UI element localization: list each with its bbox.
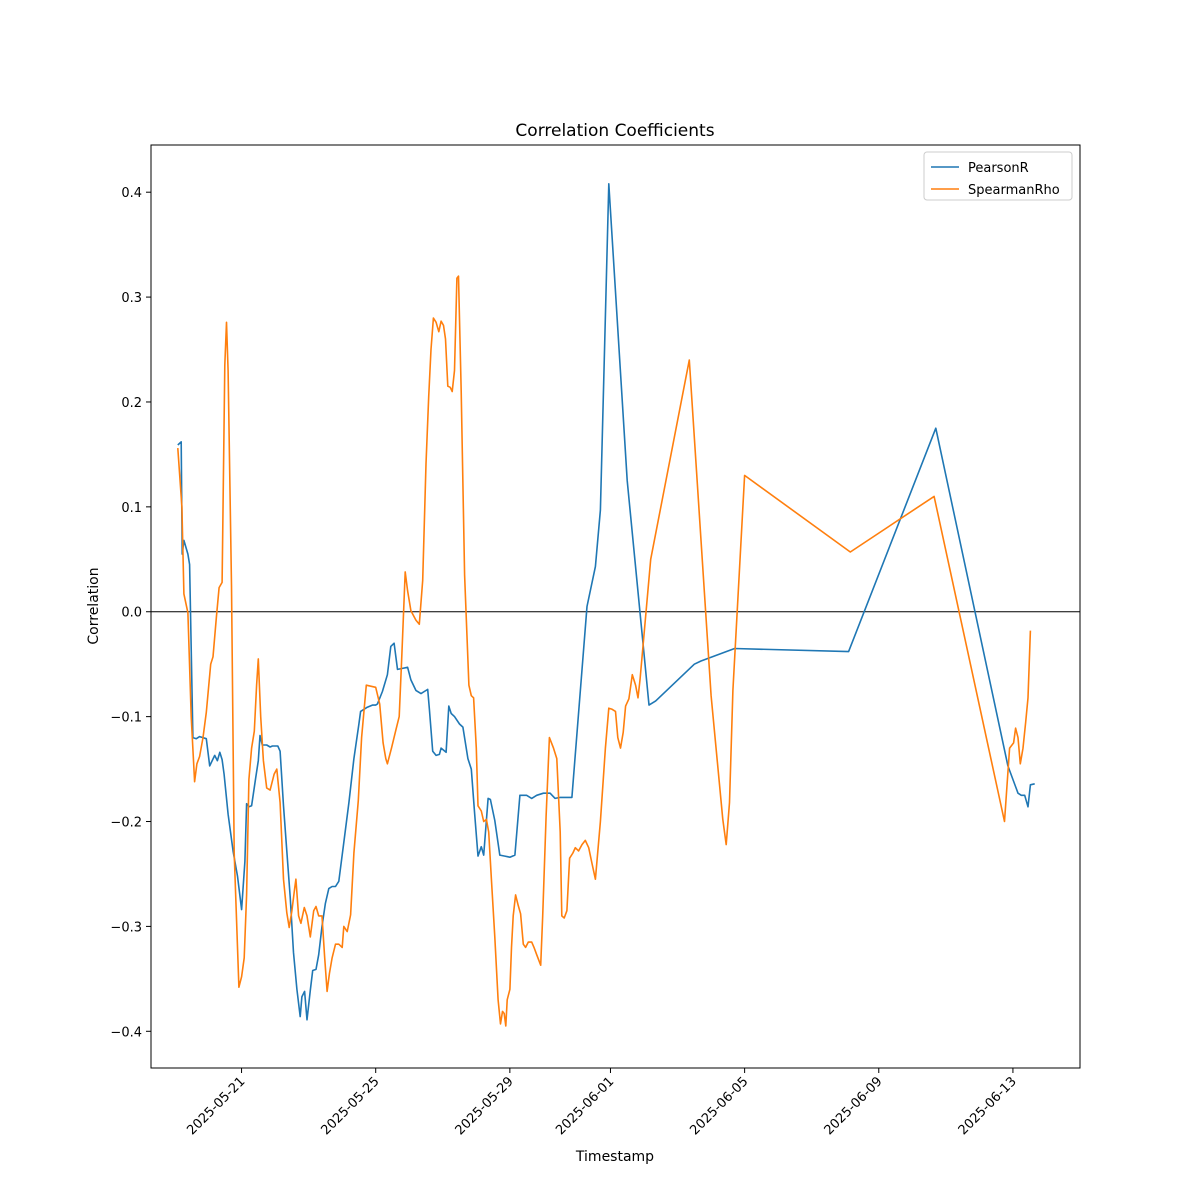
y-tick-label: 0.4: [121, 186, 142, 201]
series-line-spearmanrho: [177, 275, 1032, 1027]
legend: PearsonR SpearmanRho: [923, 151, 1073, 201]
x-tick-label: 2025-05-29: [453, 1074, 517, 1138]
y-axis: −0.4 −0.3 −0.2 −0.1 0.0 0.1 0.2 0.3 0.4: [110, 186, 151, 1040]
y-tick-label: −0.2: [110, 816, 142, 831]
chart-title: Correlation Coefficients: [515, 121, 714, 141]
plot-area: [150, 144, 1081, 1069]
y-tick-label: −0.3: [110, 920, 142, 935]
x-tick-label: 2025-06-01: [553, 1074, 617, 1138]
y-tick-label: 0.1: [121, 501, 142, 516]
legend-box: [923, 151, 1073, 201]
x-tick-label: 2025-05-25: [318, 1074, 382, 1138]
y-tick-label: 0.2: [121, 396, 142, 411]
legend-label: PearsonR: [968, 161, 1029, 176]
x-axis-label: Timestamp: [575, 1149, 654, 1165]
x-tick-label: 2025-06-05: [687, 1074, 751, 1138]
x-tick-label: 2025-06-13: [956, 1074, 1020, 1138]
series-line-pearsonr: [177, 183, 1035, 1021]
y-axis-label: Correlation: [86, 567, 102, 644]
y-tick-label: −0.4: [110, 1025, 142, 1040]
y-tick-label: 0.3: [121, 291, 142, 306]
x-tick-label: 2025-06-09: [822, 1074, 886, 1138]
y-tick-label: −0.1: [110, 711, 142, 726]
x-tick-label: 2025-05-21: [184, 1074, 248, 1138]
plot-frame: [150, 144, 1081, 1069]
x-axis: 2025-05-21 2025-05-25 2025-05-29 2025-06-01…: [184, 1068, 1020, 1138]
y-tick-label: 0.0: [121, 606, 142, 621]
legend-label: SpearmanRho: [968, 183, 1060, 198]
